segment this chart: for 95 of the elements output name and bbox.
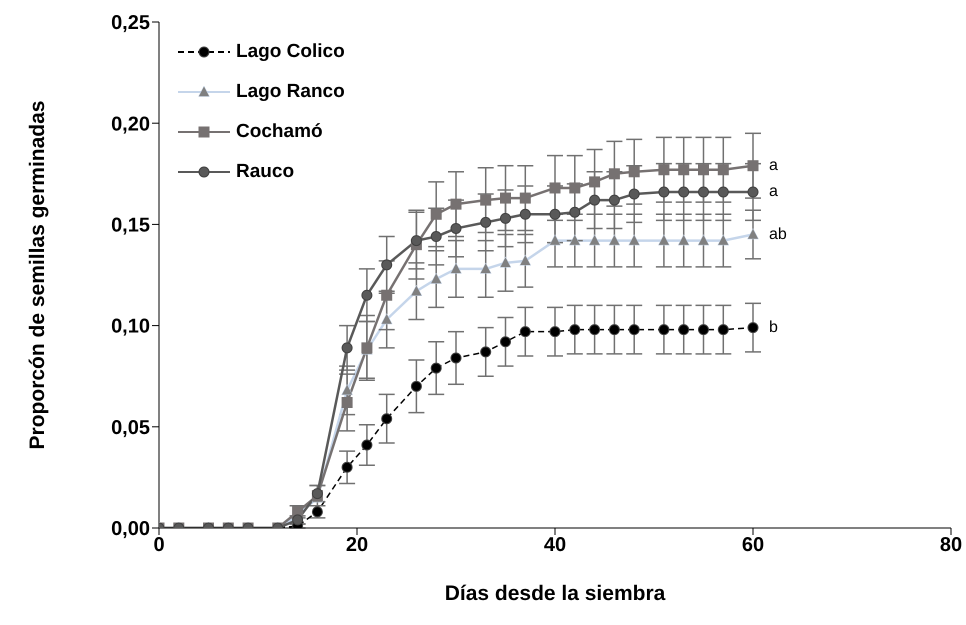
- legend-label: Lago Colico: [236, 41, 345, 63]
- annotation: b: [769, 318, 778, 338]
- y-tick-label: 0,15: [111, 214, 150, 236]
- point: [500, 212, 511, 224]
- x-tick-label: 80: [940, 534, 962, 556]
- point: [678, 234, 690, 246]
- annotation: a: [769, 156, 778, 176]
- point: [718, 164, 729, 176]
- y-tick-label: 0,05: [111, 416, 150, 439]
- point: [589, 176, 600, 188]
- point: [450, 262, 462, 274]
- point: [450, 198, 462, 210]
- point: [342, 342, 353, 354]
- point: [550, 208, 560, 220]
- point: [410, 235, 422, 246]
- point: [342, 462, 353, 473]
- point: [718, 234, 730, 246]
- point: [569, 182, 580, 194]
- point: [550, 326, 560, 338]
- point: [698, 234, 710, 246]
- point: [628, 188, 640, 200]
- point: [608, 234, 620, 246]
- point: [747, 228, 759, 240]
- x-tick-label: 20: [346, 534, 368, 556]
- point: [608, 324, 620, 336]
- point: [658, 234, 670, 246]
- point: [381, 290, 392, 301]
- point: [520, 208, 531, 220]
- point: [748, 186, 758, 198]
- point: [450, 352, 462, 364]
- point: [658, 324, 670, 336]
- point: [569, 324, 580, 336]
- point: [698, 324, 709, 336]
- point: [430, 272, 442, 284]
- point: [480, 346, 492, 358]
- point: [480, 194, 492, 206]
- point: [658, 164, 670, 176]
- point: [500, 256, 512, 268]
- point: [361, 290, 372, 301]
- point: [678, 324, 690, 336]
- point: [520, 192, 531, 204]
- point: [589, 324, 600, 336]
- point: [380, 313, 392, 324]
- point: [292, 514, 304, 526]
- point: [500, 192, 511, 204]
- x-tick-label: 60: [742, 534, 764, 556]
- point: [658, 186, 670, 198]
- point: [520, 254, 532, 266]
- point: [718, 186, 729, 198]
- point: [341, 384, 353, 396]
- point: [608, 168, 620, 180]
- point: [381, 413, 392, 424]
- point: [628, 234, 640, 246]
- point: [550, 182, 560, 194]
- point: [748, 160, 758, 172]
- point: [410, 380, 422, 392]
- point: [480, 216, 492, 228]
- point: [410, 284, 422, 296]
- point: [718, 324, 729, 336]
- point: [589, 194, 600, 206]
- point: [748, 322, 758, 334]
- point: [678, 164, 690, 176]
- y-tick-label: 0,20: [111, 113, 150, 136]
- point: [430, 208, 442, 220]
- annotation: ab: [769, 224, 787, 245]
- y-tick-label: 0,10: [111, 316, 150, 338]
- point: [480, 262, 492, 274]
- point: [430, 362, 442, 374]
- point: [698, 186, 709, 198]
- x-tick-label: 40: [544, 534, 566, 556]
- point: [549, 234, 561, 246]
- legend-label: Lago Ranco: [236, 81, 345, 103]
- point: [678, 186, 690, 198]
- point: [500, 336, 511, 348]
- point: [569, 206, 580, 218]
- point: [608, 194, 620, 206]
- legend-label: Rauco: [236, 161, 294, 183]
- point: [430, 231, 442, 242]
- legend-label: Cochamó: [236, 121, 323, 143]
- point: [628, 324, 640, 336]
- y-axis-title: Proporcón de semillas germinadas: [26, 100, 49, 450]
- annotation: a: [769, 182, 778, 202]
- point: [588, 234, 600, 246]
- point: [628, 166, 640, 178]
- point: [450, 222, 462, 234]
- point: [698, 164, 709, 176]
- x-tick-label: 0: [153, 534, 165, 556]
- point: [520, 326, 531, 338]
- point: [342, 397, 353, 408]
- y-tick-label: 0,25: [111, 12, 150, 34]
- y-tick-label: 0,00: [111, 518, 150, 540]
- x-axis-title: Días desde la siembra: [444, 582, 666, 605]
- point: [361, 440, 372, 451]
- point: [569, 234, 581, 246]
- point: [381, 259, 392, 270]
